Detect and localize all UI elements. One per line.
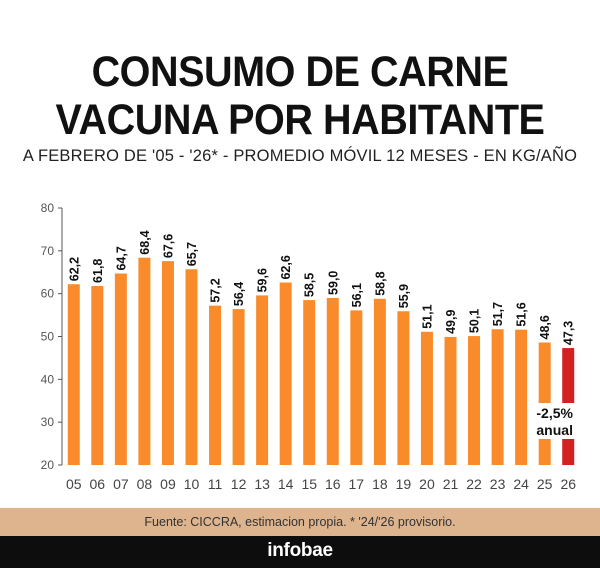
bar bbox=[350, 310, 363, 465]
bar bbox=[114, 273, 127, 465]
bar-value-label: 55,9 bbox=[397, 284, 411, 308]
bar-value-label: 65,7 bbox=[185, 242, 199, 266]
annotation-change: -2,5% bbox=[536, 405, 573, 421]
chart-title-line-2: VACUNA POR HABITANTE bbox=[55, 96, 545, 144]
annotation-background bbox=[528, 403, 581, 439]
bar bbox=[232, 309, 245, 465]
x-tick-label: 08 bbox=[137, 476, 153, 492]
x-tick-label: 19 bbox=[396, 476, 412, 492]
annotation-period: anual bbox=[536, 422, 573, 438]
x-tick-label: 17 bbox=[349, 476, 365, 492]
bar bbox=[468, 336, 481, 465]
x-tick-label: 07 bbox=[113, 476, 129, 492]
x-tick-label: 22 bbox=[466, 476, 482, 492]
bar-value-label: 57,2 bbox=[209, 278, 223, 302]
bar-value-label: 49,9 bbox=[444, 310, 458, 334]
x-tick-label: 06 bbox=[90, 476, 106, 492]
bar bbox=[515, 329, 528, 465]
bar bbox=[491, 329, 504, 465]
x-tick-label: 15 bbox=[301, 476, 317, 492]
bar-chart: 20 30 40 50 60 70 80 62,2 05 61,8 06 64,7 07 68,4 08 67… bbox=[40, 201, 581, 492]
bar bbox=[279, 282, 292, 465]
bar-value-label: 68,4 bbox=[138, 230, 152, 254]
bar-value-label: 47,3 bbox=[562, 321, 576, 345]
bar bbox=[444, 336, 457, 465]
bar bbox=[67, 284, 80, 465]
bar bbox=[397, 311, 410, 465]
y-tick-label: 80 bbox=[41, 201, 55, 215]
chart-subtitle: A FEBRERO DE '05 - '26* - PROMEDIO MÓVIL… bbox=[22, 147, 578, 165]
bar bbox=[256, 295, 269, 465]
bar-value-label: 48,6 bbox=[538, 315, 552, 339]
y-tick-label: 20 bbox=[41, 458, 55, 472]
x-tick-label: 12 bbox=[231, 476, 247, 492]
x-tick-label: 05 bbox=[66, 476, 82, 492]
bar-value-label: 50,1 bbox=[468, 309, 482, 333]
y-tick-label: 60 bbox=[41, 287, 55, 301]
bar-value-label: 62,6 bbox=[279, 255, 293, 279]
bar-value-label: 56,1 bbox=[350, 283, 364, 307]
bar bbox=[138, 257, 151, 465]
x-tick-label: 23 bbox=[490, 476, 506, 492]
x-tick-label: 10 bbox=[184, 476, 200, 492]
chart-title-line-1: CONSUMO DE CARNE bbox=[91, 48, 509, 96]
x-tick-label: 11 bbox=[208, 476, 223, 492]
source-note: Fuente: CICCRA, estimacion propia. * '24… bbox=[0, 508, 600, 536]
x-tick-label: 09 bbox=[160, 476, 176, 492]
x-tick-label: 14 bbox=[278, 476, 294, 492]
bar bbox=[373, 298, 386, 465]
bar-value-label: 51,7 bbox=[491, 302, 505, 326]
bar-value-label: 62,2 bbox=[67, 257, 81, 281]
bar-value-label: 59,6 bbox=[256, 268, 270, 292]
x-tick-label: 26 bbox=[560, 476, 576, 492]
x-tick-label: 13 bbox=[254, 476, 270, 492]
y-tick-label: 50 bbox=[41, 330, 55, 344]
bar-value-label: 61,8 bbox=[91, 259, 105, 283]
x-tick-label: 16 bbox=[325, 476, 341, 492]
y-tick-label: 30 bbox=[41, 415, 55, 429]
footer-bar: infobae bbox=[0, 536, 600, 568]
bar-value-label: 58,8 bbox=[373, 271, 387, 295]
bar-value-label: 58,5 bbox=[303, 273, 317, 297]
bar bbox=[161, 261, 174, 465]
bar bbox=[209, 305, 222, 465]
y-tick-label: 40 bbox=[41, 372, 55, 386]
x-tick-label: 24 bbox=[513, 476, 529, 492]
bar-value-label: 59,0 bbox=[326, 271, 340, 295]
bar-value-label: 51,1 bbox=[420, 304, 434, 328]
x-tick-label: 21 bbox=[443, 476, 459, 492]
x-tick-label: 25 bbox=[537, 476, 553, 492]
x-tick-label: 20 bbox=[419, 476, 435, 492]
bar bbox=[326, 297, 339, 465]
bar bbox=[303, 300, 316, 465]
bar bbox=[420, 331, 433, 465]
x-tick-label: 18 bbox=[372, 476, 388, 492]
bar-value-label: 67,6 bbox=[161, 234, 175, 258]
bar bbox=[185, 269, 198, 465]
y-tick-label: 70 bbox=[41, 244, 55, 258]
bar-value-label: 56,4 bbox=[232, 282, 246, 306]
bar-value-label: 64,7 bbox=[114, 246, 128, 270]
brand-logo: infobae bbox=[267, 540, 333, 561]
bar-value-label: 51,6 bbox=[515, 302, 529, 326]
bar bbox=[91, 285, 104, 465]
